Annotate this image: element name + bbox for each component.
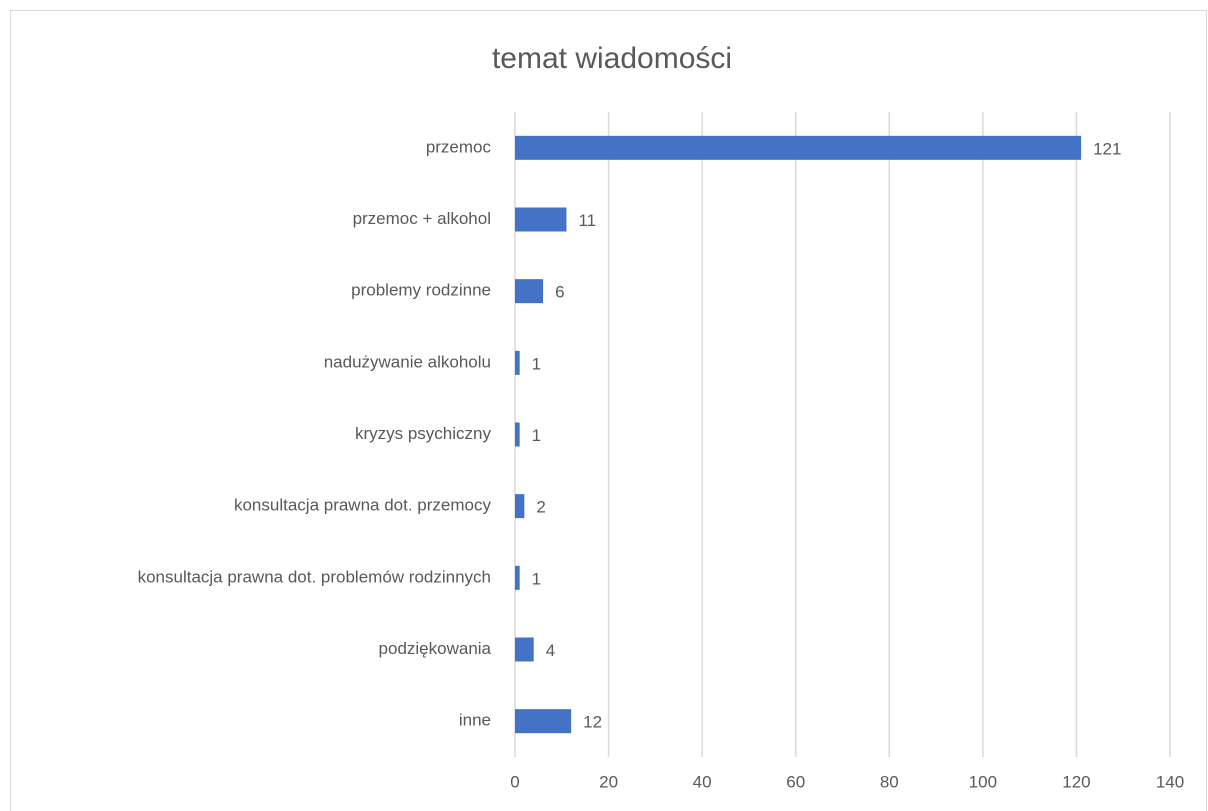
bar (515, 565, 520, 590)
x-tick-label: 100 (969, 772, 997, 791)
data-label: 6 (555, 283, 564, 302)
bar (515, 709, 572, 734)
x-tick-label: 0 (510, 772, 519, 791)
x-tick-label: 140 (1156, 772, 1184, 791)
x-tick-label: 120 (1062, 772, 1090, 791)
y-tick-label: kryzys psychiczny (355, 424, 492, 443)
y-tick-label: przemoc + alkohol (353, 209, 491, 228)
x-tick-label: 40 (693, 772, 712, 791)
x-tick-label: 80 (880, 772, 899, 791)
bar (515, 494, 525, 519)
data-label: 121 (1093, 139, 1121, 158)
data-label: 1 (532, 569, 541, 588)
bar (515, 637, 534, 662)
data-label: 11 (578, 211, 596, 230)
x-tick-label: 60 (786, 772, 805, 791)
bar (515, 135, 1082, 160)
y-tick-label: konsultacja prawna dot. problemów rodzin… (138, 567, 491, 586)
x-tick-label: 20 (599, 772, 618, 791)
chart-title: temat wiadomości (492, 42, 732, 75)
y-tick-label: problemy rodzinne (351, 281, 491, 300)
y-tick-label: nadużywanie alkoholu (324, 352, 491, 371)
y-tick-label: inne (459, 711, 491, 730)
y-tick-label: konsultacja prawna dot. przemocy (234, 496, 492, 515)
bar (515, 422, 520, 447)
data-label: 1 (532, 354, 541, 373)
data-label: 1 (532, 426, 541, 445)
y-tick-label: przemoc (426, 137, 492, 156)
data-label: 4 (546, 641, 555, 660)
bar (515, 207, 567, 232)
bar (515, 350, 520, 375)
bar (515, 279, 544, 304)
data-label: 12 (583, 713, 602, 732)
chart-frame (10, 10, 1207, 811)
y-tick-label: podziękowania (379, 639, 492, 658)
data-label: 2 (536, 498, 545, 517)
